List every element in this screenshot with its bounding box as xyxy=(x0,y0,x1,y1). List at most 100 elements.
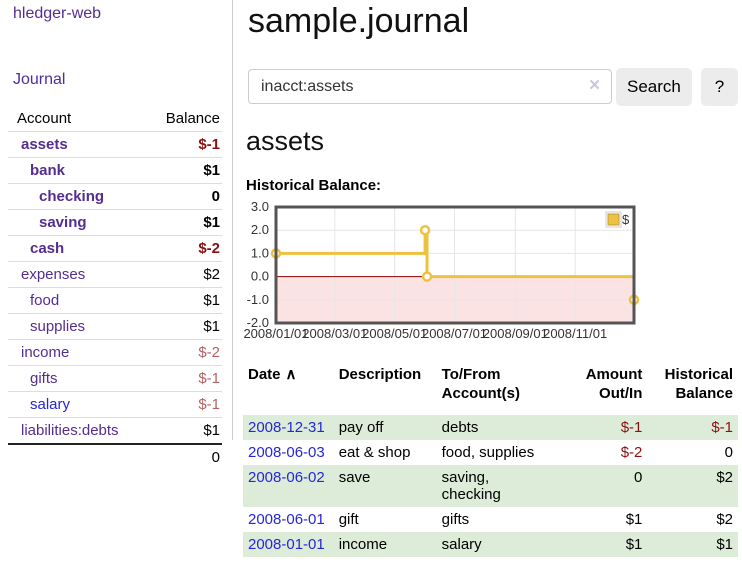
transaction-accounts: saving, checking xyxy=(436,465,581,507)
register-row: 2008-06-02 save saving, checking 0 $2 xyxy=(243,465,738,507)
svg-text:1.0: 1.0 xyxy=(251,245,269,260)
sidebar: hledger-web Journal Account Balance asse… xyxy=(0,0,233,466)
account-link-supplies[interactable]: supplies xyxy=(30,318,86,335)
sidebar-item-journal[interactable]: Journal xyxy=(13,71,66,88)
account-link-bank[interactable]: bank xyxy=(30,162,66,179)
account-heading: assets xyxy=(246,126,325,156)
account-row: salary $-1 xyxy=(8,392,222,418)
transaction-description: save xyxy=(333,465,437,507)
account-balance: $1 xyxy=(203,214,220,231)
transaction-amount: $-2 xyxy=(620,444,643,461)
transaction-description: pay off xyxy=(333,415,437,440)
accounts-header-row: Account Balance xyxy=(8,106,222,132)
account-balance: $1 xyxy=(203,422,220,439)
transaction-balance: $1 xyxy=(647,532,738,557)
accounts-table: Account Balance assets $-1 bank $1 check… xyxy=(8,106,222,470)
transaction-amount: $-1 xyxy=(580,415,648,440)
account-balance: $1 xyxy=(203,292,220,309)
account-balance: $2 xyxy=(203,266,220,283)
transaction-description: eat & shop xyxy=(338,444,411,461)
transaction-amount: $1 xyxy=(625,511,643,528)
account-balance: $-2 xyxy=(198,240,220,257)
chart-canvas[interactable]: 3.0 2.0 1.0 0.0 -1.0 -2.02008/01/012008/03/01… xyxy=(240,198,740,344)
transaction-balance: $2 xyxy=(647,465,738,507)
brand-link[interactable]: hledger-web xyxy=(13,5,102,22)
account-row: liabilities:debts $1 xyxy=(8,418,222,444)
svg-text:2008/09/01: 2008/09/01 xyxy=(483,326,548,341)
account-balance: $-1 xyxy=(198,396,220,413)
transaction-date-link[interactable]: 2008-06-01 xyxy=(248,511,325,528)
transaction-date-link[interactable]: 2008-06-03 xyxy=(248,444,325,461)
register-row: 2008-06-01 gift gifts $1 $2 xyxy=(243,507,738,532)
register-header-description: Description xyxy=(338,366,422,383)
account-row: supplies $1 xyxy=(8,314,222,340)
help-button[interactable]: ? xyxy=(701,68,738,106)
account-balance: $1 xyxy=(203,162,220,179)
account-row: cash $-2 xyxy=(8,236,222,262)
account-link-assets[interactable]: assets xyxy=(21,136,68,153)
account-balance: $-1 xyxy=(198,370,220,387)
account-link-cash[interactable]: cash xyxy=(30,240,65,257)
account-row: bank $1 xyxy=(8,158,222,184)
search-input[interactable] xyxy=(248,69,612,104)
accounts-header-account: Account xyxy=(17,110,72,127)
search-button[interactable]: Search xyxy=(616,68,692,106)
transaction-accounts: debts xyxy=(436,415,581,440)
svg-text:0.0: 0.0 xyxy=(251,269,269,284)
account-row: expenses $2 xyxy=(8,262,222,288)
account-link-liabilities-debts[interactable]: liabilities:debts xyxy=(21,422,119,439)
transaction-date-link[interactable]: 2008-12-31 xyxy=(248,419,325,436)
svg-text:2008/07/01: 2008/07/01 xyxy=(422,326,487,341)
sort-asc-icon: ∧ xyxy=(285,366,297,383)
transaction-amount: 0 xyxy=(580,465,648,507)
svg-text:2008/11/01: 2008/11/01 xyxy=(543,326,607,341)
transaction-amount: $1 xyxy=(580,532,648,557)
account-link-income[interactable]: income xyxy=(21,344,70,361)
transaction-description: income xyxy=(333,532,437,557)
svg-text:2008/01/01: 2008/01/01 xyxy=(243,326,308,341)
svg-text:2008/05/01: 2008/05/01 xyxy=(362,326,427,341)
svg-text:2.0: 2.0 xyxy=(251,222,269,237)
register-header-tofrom: To/From Account(s) xyxy=(441,366,520,402)
account-link-food[interactable]: food xyxy=(30,292,60,309)
historical-balance-chart[interactable]: 3.0 2.0 1.0 0.0 -1.0 -2.0 2008/01/01 2008/03/01… xyxy=(240,198,740,344)
transaction-description: gift xyxy=(338,511,359,528)
account-row: gifts $-1 xyxy=(8,366,222,392)
accounts-total-row: 0 xyxy=(8,444,222,470)
register-header-row: Date ∧ Description To/From Account(s) Amo… xyxy=(243,362,738,415)
accounts-total: 0 xyxy=(211,449,220,466)
account-row: income $-2 xyxy=(8,340,222,366)
transaction-accounts: food, supplies xyxy=(441,444,535,461)
account-balance: 0 xyxy=(211,188,220,205)
account-link-saving[interactable]: saving xyxy=(39,214,87,231)
svg-text:3.0: 3.0 xyxy=(251,199,269,214)
transaction-balance: 0 xyxy=(724,444,733,461)
account-row: food $1 xyxy=(8,288,222,314)
account-link-checking[interactable]: checking xyxy=(39,188,105,205)
transaction-balance: $2 xyxy=(716,511,733,528)
account-balance: $1 xyxy=(203,318,220,335)
account-link-gifts[interactable]: gifts xyxy=(30,370,58,387)
page-title: sample.journal xyxy=(248,2,470,40)
account-balance: $-2 xyxy=(198,344,220,361)
register-header-date[interactable]: Date ∧ xyxy=(248,366,297,383)
clear-search-icon[interactable]: × xyxy=(589,75,601,96)
svg-text:-1.0: -1.0 xyxy=(247,292,269,307)
account-row: checking 0 xyxy=(8,184,222,210)
account-link-salary[interactable]: salary xyxy=(30,396,71,413)
svg-text:-2.0: -2.0 xyxy=(247,315,269,330)
register-header-amount: Amount Out/In xyxy=(585,366,643,402)
chart-title: Historical Balance: xyxy=(246,177,382,194)
accounts-header-balance: Balance xyxy=(165,110,220,127)
transaction-date-link[interactable]: 2008-06-02 xyxy=(248,469,325,486)
svg-text:$: $ xyxy=(622,212,630,227)
transaction-date-link[interactable]: 2008-01-01 xyxy=(248,536,325,553)
register-row: 2008-06-03 eat & shop food, supplies $-2… xyxy=(243,440,738,465)
transaction-balance: $-1 xyxy=(647,415,738,440)
register-header-historical: Historical Balance xyxy=(664,366,733,402)
svg-text:2008/03/01: 2008/03/01 xyxy=(302,326,367,341)
transaction-accounts: salary xyxy=(436,532,581,557)
account-link-expenses[interactable]: expenses xyxy=(21,266,86,283)
account-row: saving $1 xyxy=(8,210,222,236)
